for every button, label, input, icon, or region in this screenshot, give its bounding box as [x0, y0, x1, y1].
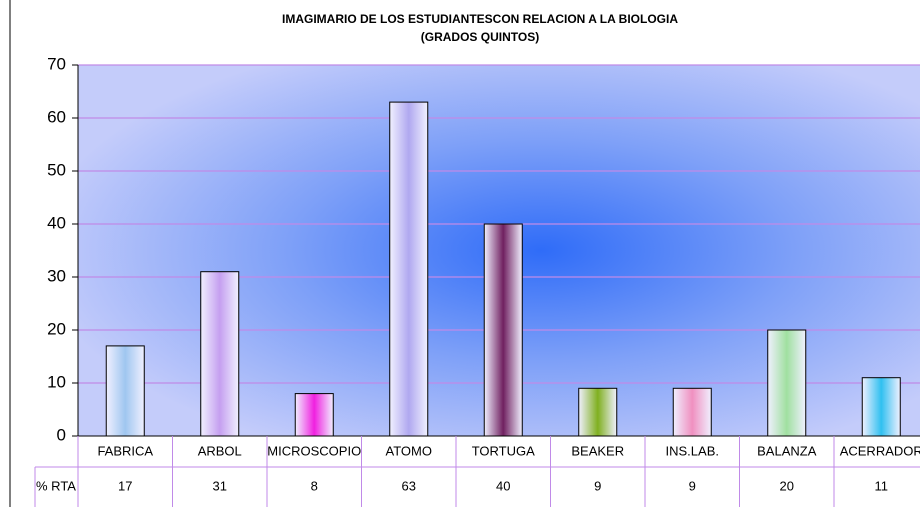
y-tick-label: 50	[47, 160, 66, 179]
table-value: 9	[594, 478, 601, 493]
bar	[294, 393, 334, 437]
table-value: 40	[496, 478, 510, 493]
table-value: 11	[875, 478, 889, 493]
table-value: 63	[402, 478, 416, 493]
bar	[483, 223, 523, 437]
table-value: 31	[213, 478, 227, 493]
y-tick-label: 40	[47, 213, 66, 232]
y-tick-label: 70	[47, 54, 66, 73]
x-tick-label: BEAKER	[571, 443, 624, 458]
x-tick-label: MICROSCOPIO	[267, 443, 361, 458]
x-tick-label: ACERRADOR	[840, 443, 920, 458]
chart-subtitle: (GRADOS QUINTOS)	[421, 30, 539, 44]
table-value: 17	[118, 478, 132, 493]
x-tick-label: FABRICA	[97, 443, 153, 458]
y-tick-label: 20	[47, 319, 66, 338]
bar	[200, 271, 240, 437]
x-tick-label: ARBOL	[198, 443, 242, 458]
y-tick-label: 30	[47, 266, 66, 285]
bar	[767, 329, 807, 437]
chart-title: IMAGIMARIO DE LOS ESTUDIANTESCON RELACIO…	[282, 12, 678, 26]
bar	[578, 387, 618, 437]
table-value: 20	[780, 478, 794, 493]
legend-label: % RTA	[36, 478, 76, 493]
x-tick-label: INS.LAB.	[666, 443, 719, 458]
table-value: 9	[689, 478, 696, 493]
y-tick-label: 10	[47, 372, 66, 391]
x-tick-label: TORTUGA	[472, 443, 535, 458]
bar	[861, 377, 901, 437]
x-tick-label: BALANZA	[757, 443, 817, 458]
table-value: 8	[311, 478, 318, 493]
bar	[389, 101, 429, 437]
bar	[105, 345, 145, 437]
y-tick-label: 0	[57, 425, 66, 444]
x-tick-label: ATOMO	[386, 443, 432, 458]
bar	[672, 387, 712, 437]
y-tick-label: 60	[47, 107, 66, 126]
